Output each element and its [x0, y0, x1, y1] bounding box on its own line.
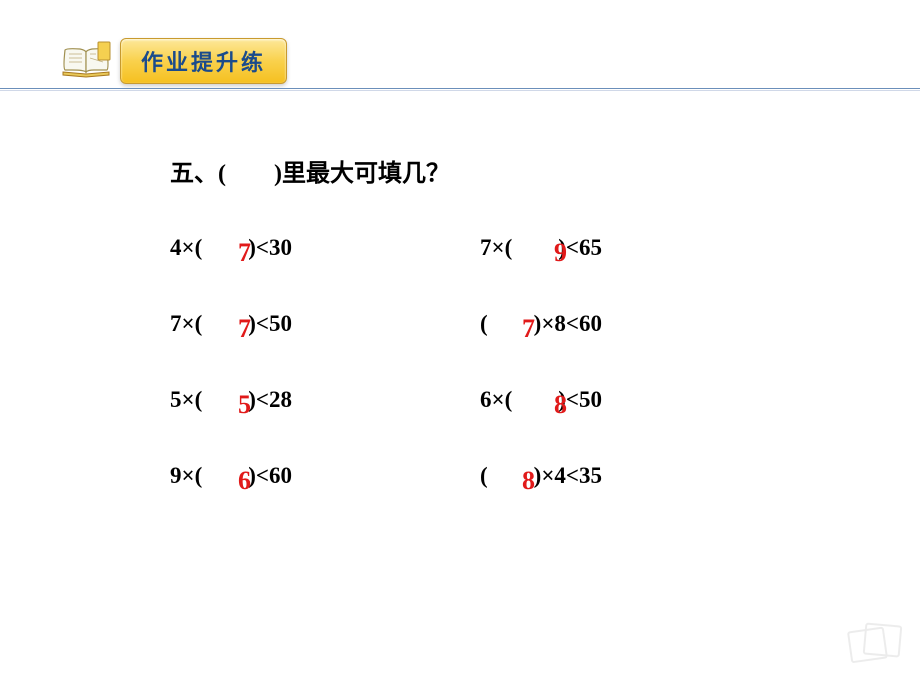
- problem-answer: 7: [238, 238, 251, 268]
- problem-text: ( )×4<35: [480, 463, 602, 488]
- problem-answer: 6: [238, 466, 251, 496]
- problem-item: 6×( )<50 8: [480, 380, 790, 414]
- problem-text: 5×( )<28: [170, 387, 292, 412]
- problem-answer: 8: [522, 466, 535, 496]
- problem-answer: 5: [238, 390, 251, 420]
- problem-item: 7×( )<65 9: [480, 228, 790, 262]
- problem-text: 6×( )<50: [480, 387, 602, 412]
- divider-line: [0, 88, 920, 89]
- banner-text: 作业提升练: [141, 50, 266, 75]
- question-title: 五、( )里最大可填几？: [170, 153, 770, 188]
- header-banner: 作业提升练: [60, 38, 287, 84]
- watermark-icon: [840, 615, 910, 680]
- problem-text: 4×( )<30: [170, 235, 292, 260]
- problem-answer: 8: [554, 390, 567, 420]
- banner: 作业提升练: [120, 38, 287, 84]
- divider-line-2: [0, 90, 920, 91]
- problems-grid: 4×( )<30 7 7×( )<65 9 7×( )<50 7 ( )×8<6…: [170, 228, 770, 490]
- book-icon: [60, 40, 115, 82]
- problem-item: 5×( )<28 5: [170, 380, 480, 414]
- problem-text: 7×( )<50: [170, 311, 292, 336]
- problem-answer: 9: [554, 238, 567, 268]
- problem-answer: 7: [522, 314, 535, 344]
- problem-text: 7×( )<65: [480, 235, 602, 260]
- content-area: 五、( )里最大可填几？ 4×( )<30 7 7×( )<65 9 7×( )…: [170, 153, 770, 490]
- problem-item: 9×( )<60 6: [170, 456, 480, 490]
- problem-answer: 7: [238, 314, 251, 344]
- problem-item: ( )×8<60 7: [480, 304, 790, 338]
- problem-item: 4×( )<30 7: [170, 228, 480, 262]
- problem-item: ( )×4<35 8: [480, 456, 790, 490]
- problem-text: ( )×8<60: [480, 311, 602, 336]
- problem-text: 9×( )<60: [170, 463, 292, 488]
- problem-item: 7×( )<50 7: [170, 304, 480, 338]
